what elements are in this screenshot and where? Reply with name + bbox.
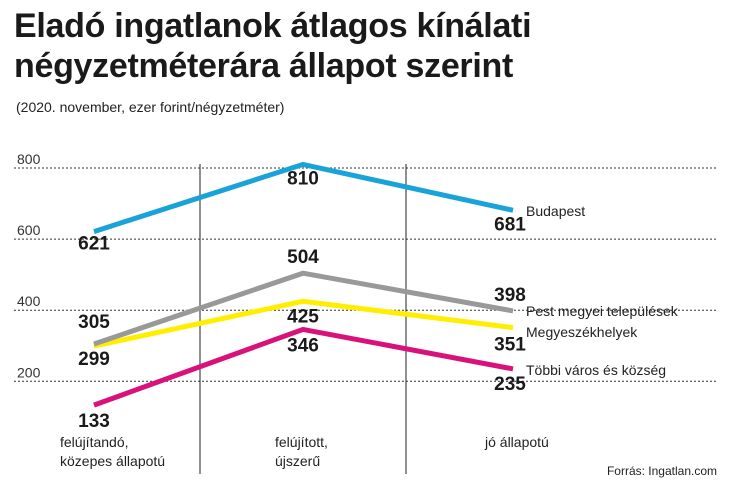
data-label-s1-2: 810	[287, 168, 319, 189]
series-line-3	[93, 298, 514, 349]
grid-lines	[14, 164, 718, 474]
data-label-s4-2: 346	[287, 335, 319, 356]
series-name-2: Pest megyei települések	[526, 303, 679, 319]
data-label-s2-3: 398	[494, 285, 526, 306]
chart-subtitle: (2020. november, ezer forint/négyzetméte…	[16, 99, 285, 115]
x-category-1: felújítandó, közepes állapotú	[60, 434, 166, 469]
source-note: Forrás: Ingatlan.com	[606, 464, 717, 478]
data-label-s4-1: 133	[78, 411, 110, 432]
data-label-s1-1: 621	[78, 234, 110, 255]
data-label-s3-2: 425	[287, 306, 319, 327]
series-names: Budapest Pest megyei települések Megyeszék…	[526, 203, 679, 378]
y-tick-label: 400	[17, 293, 41, 309]
title-line-2: négyzetméterára állapot szerint	[14, 47, 513, 85]
series-line-1	[93, 161, 514, 234]
series-name-4: Többi város és község	[526, 362, 666, 378]
y-tick-label: 200	[17, 364, 41, 380]
data-label-s3-1: 299	[78, 349, 110, 370]
y-tick-label: 600	[17, 222, 41, 238]
chart-title: Eladó ingatlanok átlagos kínálati négyze…	[14, 6, 714, 86]
x-category-3: jó állapotú	[485, 434, 549, 450]
data-label-s2-1: 305	[78, 312, 110, 333]
data-label-s3-3: 351	[494, 335, 526, 356]
series-line-4	[93, 326, 514, 408]
data-labels: 621 810 681 305 504 398 299 425 351 133 346 235	[78, 168, 526, 432]
y-axis-ticks: 200 400 600 800	[17, 151, 41, 380]
x-category-2: felújított, újszerű	[275, 434, 328, 469]
data-label-s1-3: 681	[494, 214, 526, 235]
series-line-2	[93, 270, 514, 347]
series-name-1: Budapest	[526, 203, 585, 219]
y-tick-label: 800	[17, 151, 41, 167]
data-label-s4-3: 235	[494, 374, 526, 395]
series-lines	[93, 161, 514, 408]
series-name-3: Megyeszékhelyek	[526, 324, 638, 340]
data-label-s2-2: 504	[287, 247, 319, 268]
title-line-1: Eladó ingatlanok átlagos kínálati	[14, 7, 532, 45]
